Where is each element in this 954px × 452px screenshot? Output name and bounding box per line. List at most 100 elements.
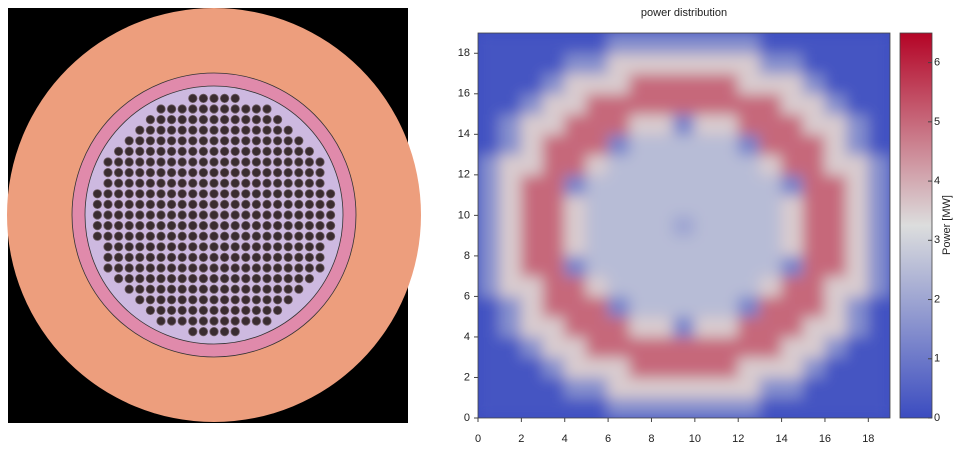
heat-cell [824,93,847,114]
fuel-pin [284,285,292,293]
fuel-pin [273,264,281,272]
heat-cell [499,93,522,114]
fuel-pin [273,179,281,187]
heat-cell [478,114,501,135]
heat-cell [673,154,696,175]
heat-cell [868,397,891,418]
fuel-pin [178,221,186,229]
fuel-pin [114,200,122,208]
fuel-pin [189,94,197,102]
fuel-pin [295,253,303,261]
heat-cell [738,53,761,74]
fuel-pin [326,232,334,240]
fuel-pin [242,200,250,208]
heat-cell [564,195,587,216]
fuel-pin [273,158,281,166]
heat-cell [499,316,522,337]
fuel-pin [178,190,186,198]
fuel-pin [210,264,218,272]
fuel-pin [114,168,122,176]
fuel-pin [125,211,133,219]
y-tick-label: 18 [458,47,470,59]
fuel-pin [220,190,228,198]
heat-cell [564,215,587,236]
heat-cell [759,336,782,357]
fuel-pin [273,211,281,219]
fuel-pin [104,253,112,261]
fuel-pin [252,115,260,123]
fuel-pin [146,253,154,261]
heat-cell [781,93,804,114]
heat-cell [868,93,891,114]
heat-cell [846,33,869,54]
fuel-pin [252,179,260,187]
heat-cell [543,134,566,155]
heat-cell [716,397,739,418]
fuel-pin [252,200,260,208]
heat-cell [499,33,522,54]
heat-cell [521,296,544,317]
heat-cell [608,93,631,114]
x-tick-label: 18 [862,433,874,445]
heat-cell [629,53,652,74]
fuel-pin [178,317,186,325]
heat-cell [803,276,826,297]
fuel-pin [231,168,239,176]
fuel-pin [284,264,292,272]
heat-cell [543,215,566,236]
fuel-pin [252,221,260,229]
fuel-pin [326,200,334,208]
fuel-pin [157,137,165,145]
fuel-pin [231,285,239,293]
fuel-pin [316,264,324,272]
fuel-pin [295,211,303,219]
fuel-pin [157,115,165,123]
heat-cell [803,73,826,94]
colorbar-tick-label: 0 [934,412,940,424]
fuel-pin [252,211,260,219]
fuel-pin [284,221,292,229]
fuel-pin [146,274,154,282]
fuel-pin [252,264,260,272]
fuel-pin [252,317,260,325]
fuel-pin [125,147,133,155]
fuel-pin [210,158,218,166]
fuel-pin [189,317,197,325]
fuel-pin [178,147,186,155]
fuel-pin [167,274,175,282]
fuel-pin [263,274,271,282]
heat-cell [629,336,652,357]
heat-cell [608,114,631,135]
fuel-pin [199,126,207,134]
heat-cell [651,276,674,297]
heat-cell [543,397,566,418]
heat-cell [716,357,739,378]
fuel-pin [199,285,207,293]
fuel-pin [273,285,281,293]
heat-cell [846,377,869,398]
heat-cell [738,134,761,155]
fuel-pin [295,179,303,187]
heat-cell [608,215,631,236]
heat-cell [673,174,696,195]
heat-cell [521,336,544,357]
fuel-pin [220,105,228,113]
heat-cell [564,235,587,256]
fuel-pin [284,274,292,282]
fuel-pin [220,168,228,176]
heat-cell [824,235,847,256]
heat-cell [586,215,609,236]
heat-cell [521,73,544,94]
fuel-pin [252,232,260,240]
heat-cell [521,174,544,195]
heat-cell [586,255,609,276]
fuel-pin [220,296,228,304]
heat-cell [564,154,587,175]
heat-cell [499,134,522,155]
heat-cell [673,215,696,236]
fuel-pin [114,158,122,166]
heat-cells [478,33,891,419]
heat-cell [694,316,717,337]
fuel-pin [210,243,218,251]
fuel-pin [189,115,197,123]
